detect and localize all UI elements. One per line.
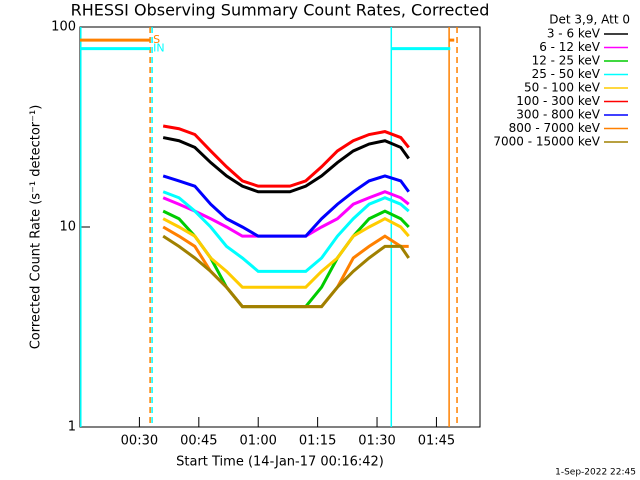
- y-axis-label: Corrected Count Rate (s⁻¹ detector⁻¹): [29, 105, 44, 350]
- y-tick-label: 10: [59, 220, 76, 235]
- x-tick-label: 01:45: [418, 434, 455, 449]
- series-line: [162, 174, 410, 238]
- series-line: [162, 190, 410, 238]
- x-tick-label: 01:15: [299, 434, 336, 449]
- legend-label: 12 - 25 keV: [532, 54, 601, 68]
- x-tick-label: 01:00: [239, 434, 276, 449]
- legend-title: Det 3,9, Att 0: [549, 13, 630, 27]
- legend-label: 3 - 6 keV: [547, 27, 601, 41]
- legend-label: 100 - 300 keV: [516, 94, 600, 108]
- series-line: [162, 124, 410, 188]
- legend-label: 300 - 800 keV: [516, 108, 600, 122]
- flag-label: IN: [153, 42, 164, 55]
- footer: 1-Sep-2022 22:45: [555, 468, 636, 478]
- chart-title: RHESSI Observing Summary Count Rates, Co…: [71, 1, 490, 20]
- legend-label: 800 - 7000 keV: [509, 121, 601, 135]
- legend-label: 50 - 100 keV: [524, 81, 601, 95]
- y-tick-label: 100: [51, 20, 76, 35]
- series-line: [162, 234, 410, 309]
- x-axis-label: Start Time (14-Jan-17 00:16:42): [176, 455, 384, 470]
- series-line: [162, 225, 409, 309]
- legend-label: 7000 - 15000 keV: [493, 135, 600, 149]
- series-line: [162, 190, 410, 273]
- series-line: [162, 217, 410, 289]
- x-tick-label: 01:30: [358, 434, 395, 449]
- legend-label: 6 - 12 keV: [539, 40, 601, 54]
- flag-label: S: [153, 33, 160, 46]
- plot-frame: [79, 26, 481, 428]
- x-tick-label: 00:30: [121, 434, 158, 449]
- legend-label: 25 - 50 keV: [532, 67, 601, 81]
- x-tick-label: 00:45: [180, 434, 217, 449]
- series-line: [162, 136, 410, 194]
- y-tick-label: 1: [68, 420, 76, 435]
